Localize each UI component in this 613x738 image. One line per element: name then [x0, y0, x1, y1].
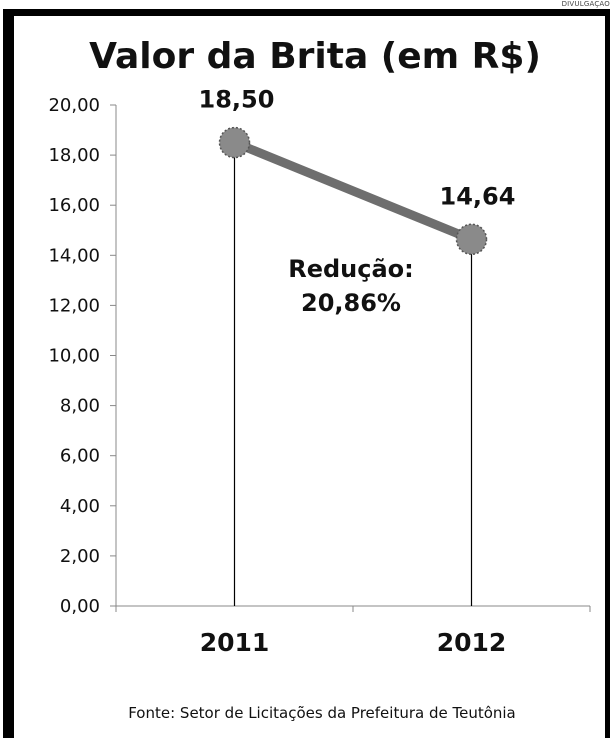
series-line: [230, 138, 476, 244]
drop-lines: [233, 142, 473, 606]
data-label: 14,64: [440, 182, 516, 210]
y-tick-label: 14,00: [48, 245, 100, 266]
markers: [218, 126, 488, 256]
y-tick-label: 8,00: [60, 396, 100, 417]
data-label: 18,50: [199, 86, 275, 114]
x-axis: [115, 605, 591, 612]
x-category-label: 2012: [437, 628, 507, 657]
data-point-marker: [455, 223, 488, 256]
y-tick-label: 2,00: [60, 546, 100, 567]
y-tick-label: 4,00: [60, 496, 100, 517]
y-tick-label: 0,00: [60, 596, 100, 617]
series-line-group: [230, 138, 476, 244]
data-labels: 18,50 14,64: [199, 86, 516, 211]
y-axis: 0,00 2,00 4,00 6,00 8,00 10,00 12,00 14,00 16,00…: [48, 95, 117, 617]
y-tick-label: 20,00: [48, 95, 100, 116]
photo-credit: DIVULGAÇÃO: [561, 0, 610, 8]
chart-title: Valor da Brita (em R$): [89, 36, 541, 77]
y-tick-label: 12,00: [48, 295, 100, 316]
chart-frame: [3, 9, 610, 738]
y-tick-label: 6,00: [60, 446, 100, 467]
source-note: Fonte: Setor de Licitações da Prefeitura…: [128, 704, 516, 722]
annotation-line-2: 20,86%: [301, 289, 401, 317]
y-tick-label: 10,00: [48, 346, 100, 367]
x-category-label: 2011: [200, 628, 270, 657]
y-tick-label: 18,00: [48, 145, 100, 166]
y-tick-label: 16,00: [48, 195, 100, 216]
annotation-line-1: Redução:: [288, 255, 414, 283]
data-point-marker: [218, 126, 251, 159]
category-labels: 2011 2012: [200, 628, 507, 657]
